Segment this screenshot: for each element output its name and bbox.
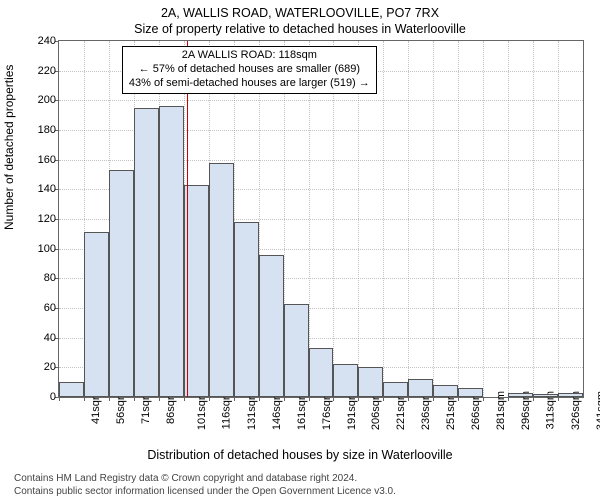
ytick-label: 180 bbox=[16, 124, 56, 136]
histogram-bar bbox=[84, 232, 109, 397]
histogram-bar bbox=[209, 163, 234, 397]
chart-title-line1: 2A, WALLIS ROAD, WATERLOOVILLE, PO7 7RX bbox=[0, 6, 600, 20]
histogram-bar bbox=[333, 364, 358, 397]
gridline-v bbox=[458, 41, 459, 397]
ytick-label: 240 bbox=[16, 35, 56, 47]
chart-title-line2: Size of property relative to detached ho… bbox=[0, 22, 600, 36]
histogram-bar bbox=[458, 388, 483, 397]
gridline-v bbox=[433, 41, 434, 397]
ytick-label: 40 bbox=[16, 332, 56, 344]
ytick-label: 0 bbox=[16, 391, 56, 403]
xtick-mark bbox=[59, 397, 60, 401]
gridline-v bbox=[383, 41, 384, 397]
footer-copyright-2: Contains public sector information licen… bbox=[14, 486, 396, 497]
annotation-box: 2A WALLIS ROAD: 118sqm← 57% of detached … bbox=[122, 46, 377, 93]
histogram-bar bbox=[234, 222, 259, 397]
xtick-mark bbox=[333, 397, 334, 401]
ytick-label: 80 bbox=[16, 272, 56, 284]
gridline-v bbox=[558, 41, 559, 397]
histogram-bar bbox=[558, 393, 583, 397]
histogram-bar bbox=[59, 382, 84, 397]
xtick-mark bbox=[309, 397, 310, 401]
xtick-mark bbox=[84, 397, 85, 401]
xtick-mark bbox=[284, 397, 285, 401]
reference-line bbox=[187, 41, 188, 397]
xtick-mark bbox=[408, 397, 409, 401]
histogram-bar bbox=[433, 385, 458, 397]
xtick-mark bbox=[134, 397, 135, 401]
gridline-v bbox=[358, 41, 359, 397]
histogram-bar bbox=[533, 394, 558, 397]
gridline-v bbox=[333, 41, 334, 397]
histogram-bar bbox=[284, 304, 309, 397]
xtick-mark bbox=[184, 397, 185, 401]
xtick-mark bbox=[109, 397, 110, 401]
gridline-v bbox=[508, 41, 509, 397]
xtick-mark bbox=[234, 397, 235, 401]
xtick-mark bbox=[533, 397, 534, 401]
xtick-mark bbox=[508, 397, 509, 401]
xtick-mark bbox=[209, 397, 210, 401]
ytick-label: 160 bbox=[16, 154, 56, 166]
histogram-bar bbox=[259, 255, 284, 397]
annotation-line3: 43% of semi-detached houses are larger (… bbox=[129, 77, 370, 91]
xtick-mark bbox=[483, 397, 484, 401]
x-axis-label: Distribution of detached houses by size … bbox=[0, 448, 600, 462]
histogram-bar bbox=[383, 382, 408, 397]
xtick-mark bbox=[159, 397, 160, 401]
footer-copyright-1: Contains HM Land Registry data © Crown c… bbox=[14, 473, 357, 484]
xtick-label: 281sqm bbox=[495, 391, 507, 430]
histogram-bar bbox=[309, 348, 334, 397]
gridline-v bbox=[408, 41, 409, 397]
y-axis-label: Number of detached properties bbox=[2, 65, 16, 230]
annotation-line1: 2A WALLIS ROAD: 118sqm bbox=[129, 49, 370, 63]
xtick-label: 341sqm bbox=[595, 391, 600, 430]
ytick-label: 100 bbox=[16, 243, 56, 255]
histogram-bar bbox=[508, 393, 533, 397]
xtick-mark bbox=[259, 397, 260, 401]
histogram-bar bbox=[159, 106, 184, 397]
xtick-mark bbox=[383, 397, 384, 401]
histogram-plot: 41sqm56sqm71sqm86sqm101sqm116sqm131sqm14… bbox=[58, 40, 584, 398]
ytick-label: 200 bbox=[16, 94, 56, 106]
xtick-mark bbox=[558, 397, 559, 401]
xtick-mark bbox=[358, 397, 359, 401]
ytick-label: 220 bbox=[16, 65, 56, 77]
histogram-bar bbox=[408, 379, 433, 397]
xtick-mark bbox=[458, 397, 459, 401]
ytick-label: 60 bbox=[16, 302, 56, 314]
gridline-v bbox=[533, 41, 534, 397]
gridline-h bbox=[59, 100, 583, 101]
ytick-label: 120 bbox=[16, 213, 56, 225]
xtick-mark bbox=[433, 397, 434, 401]
histogram-bar bbox=[109, 170, 134, 397]
histogram-bar bbox=[134, 108, 159, 397]
gridline-v bbox=[483, 41, 484, 397]
annotation-line2: ← 57% of detached houses are smaller (68… bbox=[129, 63, 370, 77]
ytick-label: 20 bbox=[16, 361, 56, 373]
histogram-bar bbox=[358, 367, 383, 397]
gridline-v bbox=[309, 41, 310, 397]
ytick-label: 140 bbox=[16, 183, 56, 195]
